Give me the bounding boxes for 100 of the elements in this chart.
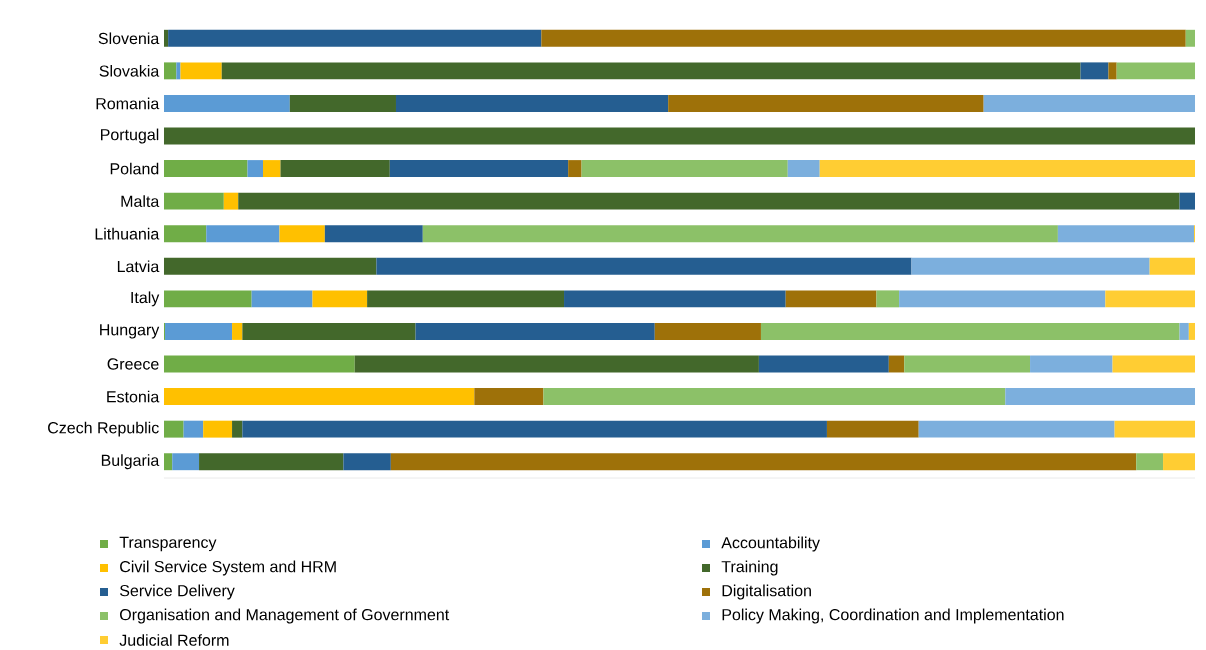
bar	[164, 62, 177, 80]
bar	[1080, 62, 1109, 80]
y-tick-label: Slovakia	[99, 64, 160, 77]
bar	[758, 355, 889, 373]
bar	[367, 290, 565, 308]
bar	[911, 257, 1150, 275]
bar	[251, 290, 313, 308]
bar	[165, 322, 233, 340]
bar	[1188, 322, 1196, 340]
bar	[568, 160, 582, 178]
bar	[164, 290, 252, 308]
bar	[422, 225, 1058, 243]
bar	[899, 290, 1106, 308]
legend-label: Policy Making, Coordination and Implementation	[722, 608, 1064, 624]
bar	[164, 225, 207, 243]
bar	[1179, 322, 1189, 340]
bar	[180, 62, 222, 80]
bar	[203, 420, 233, 438]
bar	[1057, 225, 1194, 243]
bar	[654, 322, 761, 340]
bar	[289, 94, 396, 112]
bar	[1185, 29, 1196, 47]
y-tick-label: Portugal	[101, 128, 159, 144]
bar	[238, 192, 1180, 210]
bar	[164, 453, 173, 471]
bar	[541, 29, 1186, 47]
bar	[668, 94, 984, 112]
bar	[819, 160, 1196, 178]
bar	[826, 420, 919, 438]
bar	[1105, 290, 1196, 308]
bar	[395, 94, 669, 112]
y-tick-label: Romania	[96, 97, 160, 110]
y-tick-label: Malta	[121, 195, 160, 208]
bar	[221, 62, 1081, 80]
bar	[242, 322, 416, 340]
bar	[415, 322, 655, 340]
bar	[232, 322, 243, 340]
bar	[1179, 192, 1196, 210]
legend-label: Civil Service System and HRM	[120, 560, 336, 576]
bar	[904, 355, 1031, 373]
bar	[183, 420, 204, 438]
bar	[787, 160, 820, 178]
legend-label: Digitalisation	[722, 584, 811, 600]
legend-label: Judicial Reform	[119, 634, 229, 646]
legend-label: Service Delivery	[120, 584, 235, 600]
bar	[164, 388, 475, 406]
y-tick-label: Italy	[131, 291, 160, 307]
y-tick-label: Hungary	[100, 324, 160, 339]
legend-label: Accountability	[721, 536, 820, 552]
bar	[760, 322, 1180, 340]
bar	[164, 160, 248, 178]
bar	[164, 94, 290, 112]
bar	[242, 420, 827, 438]
bar	[312, 290, 368, 308]
bar	[1108, 62, 1117, 80]
bar	[164, 127, 1196, 145]
bar	[389, 160, 569, 178]
bar	[280, 160, 390, 178]
bar	[164, 29, 169, 47]
bar	[354, 355, 759, 373]
bar	[279, 225, 325, 243]
bar	[1116, 62, 1196, 80]
bar	[581, 160, 788, 178]
bar	[1112, 355, 1196, 373]
bar	[164, 192, 224, 210]
bar	[918, 420, 1115, 438]
y-tick-label: Poland	[110, 162, 159, 175]
legend-label: Training	[721, 560, 778, 576]
bar	[888, 355, 905, 373]
bar	[983, 94, 1196, 112]
y-tick-label: Estonia	[107, 390, 160, 403]
y-tick-label: Bulgaria	[101, 454, 160, 470]
bar	[176, 62, 181, 80]
bar	[164, 420, 184, 438]
bar	[1114, 420, 1196, 438]
y-tick-label: Latvia	[117, 260, 160, 273]
bar	[343, 453, 391, 471]
bar	[1136, 453, 1164, 471]
bar	[324, 225, 423, 243]
bar	[199, 453, 344, 471]
bar	[164, 355, 355, 373]
legend-label: Transparency	[119, 536, 217, 552]
y-tick-label: Lithuania	[95, 227, 160, 240]
bar	[390, 453, 1137, 471]
y-tick-label: Czech Republic	[48, 421, 159, 437]
bar	[564, 290, 786, 308]
bar	[164, 257, 377, 275]
bar	[376, 257, 912, 275]
bar	[168, 29, 542, 47]
bar	[232, 420, 243, 438]
bar	[474, 388, 544, 406]
bar	[172, 453, 200, 471]
bar	[1163, 453, 1196, 471]
bar	[785, 290, 877, 308]
bar	[543, 388, 1006, 406]
bar	[247, 160, 263, 178]
y-tick-label: Greece	[107, 358, 159, 370]
bar	[206, 225, 280, 243]
y-tick-label: Slovenia	[98, 32, 160, 45]
legend-label: Organisation and Management of Government	[120, 608, 450, 624]
